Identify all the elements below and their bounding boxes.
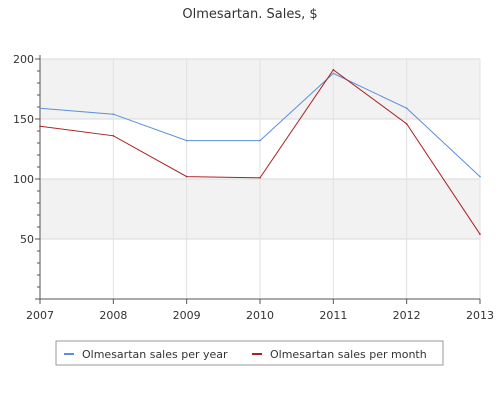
y-tick-label: 150: [13, 113, 34, 126]
series-layer: [39, 69, 481, 235]
data-point: [39, 125, 41, 127]
x-tick-label: 2012: [393, 309, 421, 322]
legend-box: [55, 340, 444, 366]
x-tick-label: 2008: [99, 309, 127, 322]
y-tick-label: 200: [13, 53, 34, 66]
y-tick-label: 50: [20, 233, 34, 246]
x-tick-label: 2009: [173, 309, 201, 322]
chart-title: Olmesartan. Sales, $: [182, 7, 317, 22]
data-point: [185, 175, 188, 178]
data-point: [405, 123, 408, 125]
data-point: [259, 177, 261, 179]
data-point: [112, 113, 115, 115]
legend-label: Olmesartan sales per year: [82, 348, 228, 361]
data-point: [479, 233, 481, 235]
x-tick-label: 2013: [466, 309, 494, 322]
data-point: [332, 69, 335, 71]
axes: 50 100 150 200 2007 2008 2009 2010 2011 2012 2013: [13, 53, 494, 322]
data-point: [332, 72, 335, 75]
data-point: [405, 107, 408, 109]
data-point: [112, 135, 115, 137]
x-tick-label: 2007: [26, 309, 54, 322]
data-point: [185, 139, 188, 142]
x-tick-label: 2010: [246, 309, 274, 322]
y-tick-label: 100: [13, 173, 34, 186]
data-point: [39, 107, 41, 109]
grid-lines: [40, 58, 481, 299]
legend-label: Olmesartan sales per month: [270, 348, 427, 361]
x-tick-label: 2011: [319, 309, 347, 322]
data-point: [479, 175, 481, 178]
data-point: [259, 139, 261, 142]
legend: Olmesartan sales per year Olmesartan sale…: [55, 340, 444, 366]
